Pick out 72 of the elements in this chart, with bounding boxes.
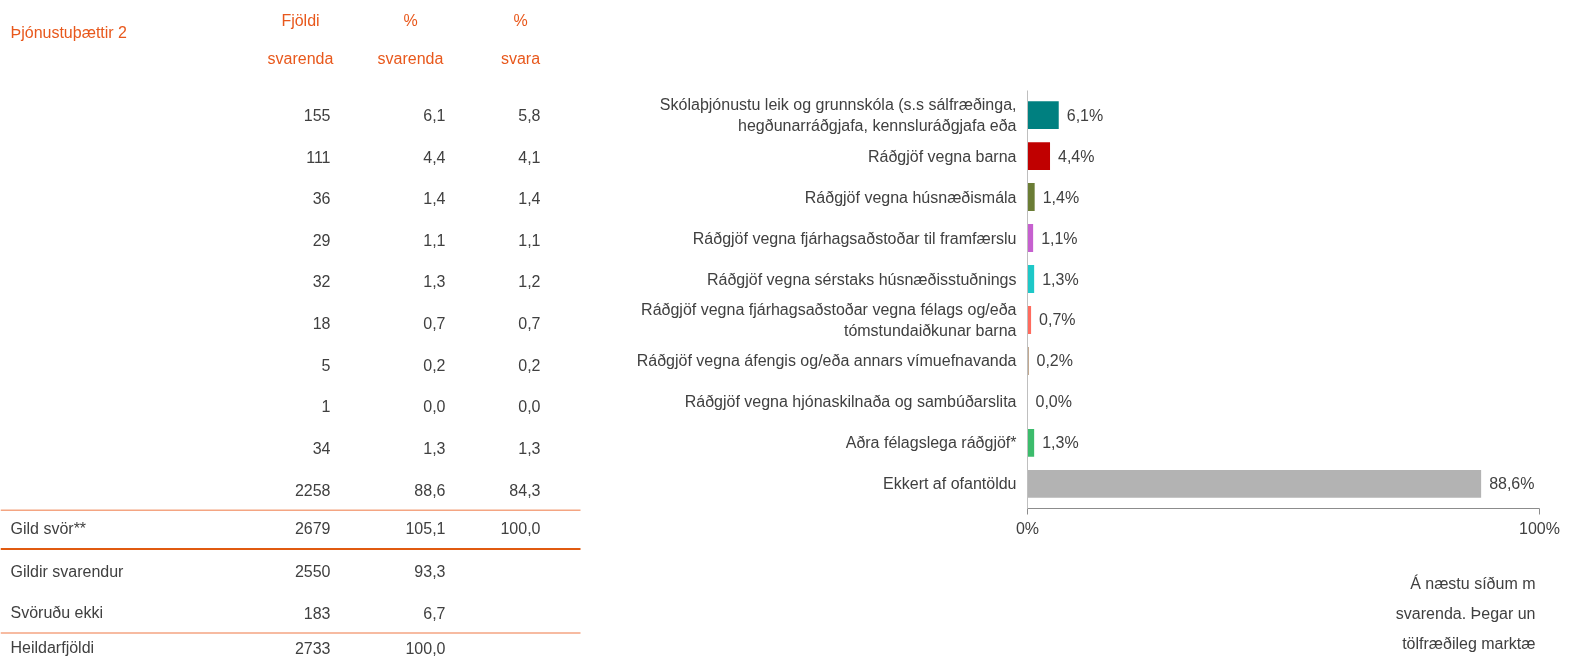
text: 0,2: [518, 356, 541, 374]
text: 0,7: [423, 315, 446, 333]
text: 6,7: [423, 604, 446, 622]
text: 2550: [294, 563, 331, 581]
text: Svöruðu ekki: [10, 604, 103, 622]
text: 111: [306, 148, 331, 166]
text: Fjöldi svarenda: [267, 11, 334, 67]
text: tölfræðileg marktæ: [1402, 635, 1536, 652]
text: 2258: [294, 481, 331, 499]
y-tick-label: Skólaþjónustu leik og grunnskóla (s.s sálfræðinga, hegðunarráðgjafa, kennsluráðgjafa eða: [659, 96, 1017, 134]
text: 100,0: [405, 639, 446, 657]
text: 105,1: [405, 520, 446, 538]
text: 34: [312, 439, 331, 457]
text: svarenda. Þegar un: [1395, 605, 1536, 622]
text: 4,1: [518, 148, 541, 166]
y-tick-label: Ekkert af ofantöldu: [883, 475, 1017, 493]
text: 2679: [294, 520, 331, 538]
text: 88,6: [414, 481, 446, 499]
text: Á næstu síðum m: [1410, 574, 1536, 592]
data-label: 1,3%: [1042, 434, 1079, 452]
y-tick-label: Ráðgjöf vegna áfengis og/eða annars vímuefnavanda: [636, 352, 1017, 370]
data-label: 0,7%: [1039, 311, 1076, 329]
text: % svara: [500, 11, 541, 67]
text: 0,0: [518, 398, 541, 416]
y-tick-label: Ráðgjöf vegna fjárhagsaðstoðar vegna félags og/eða tómstundaiðkunar barna: [641, 301, 1017, 339]
x-tick-label: 100%: [1519, 519, 1560, 537]
text: Þjónustuþættir 2: [10, 23, 128, 41]
text: 0,2: [423, 356, 446, 374]
text: 18: [312, 315, 331, 333]
data-label: 1,3%: [1042, 270, 1079, 288]
text: 1: [321, 398, 331, 416]
text: 183: [303, 604, 331, 622]
x-tick-label: 0%: [1015, 519, 1040, 537]
y-tick-label: Ráðgjöf vegna barna: [867, 147, 1017, 165]
text: 2733: [294, 639, 331, 657]
text: 5: [321, 356, 331, 374]
text: 155: [303, 106, 331, 124]
text: 0,7: [518, 315, 541, 333]
data-label: 0,0%: [1035, 393, 1072, 411]
y-tick-label: Ráðgjöf vegna fjárhagsaðstoðar til framfærslu: [692, 229, 1017, 247]
data-label: 1,1%: [1041, 229, 1078, 247]
data-label: 0,2%: [1036, 352, 1073, 370]
text: % svarenda: [377, 11, 444, 67]
text: 5,8: [518, 106, 541, 124]
text: 93,3: [414, 563, 446, 581]
data-label: 88,6%: [1489, 475, 1535, 493]
text: 29: [312, 231, 331, 249]
y-tick-label: Aðra félagslega ráðgjöf*: [845, 434, 1017, 452]
text: Gildir svarendur: [10, 562, 125, 580]
y-tick-label: Ráðgjöf vegna húsnæðismála: [804, 188, 1017, 206]
data-label: 4,4%: [1058, 147, 1095, 165]
text: 4,4: [423, 148, 446, 166]
text: 1,3: [518, 439, 541, 457]
text: 36: [312, 190, 331, 208]
y-tick-label: Ráðgjöf vegna sérstaks húsnæðisstuðnings: [706, 270, 1017, 288]
text: 1,1: [423, 231, 446, 249]
data-label: 1,4%: [1042, 188, 1080, 206]
text: 84,3: [509, 481, 541, 499]
y-tick-label: Ráðgjöf vegna hjónaskilnaða og sambúðarslita: [684, 393, 1017, 411]
text: 0,0: [423, 398, 446, 416]
text: 32: [312, 273, 331, 291]
text: 100,0: [500, 520, 541, 538]
text: 1,4: [518, 190, 541, 208]
text: 1,4: [423, 190, 446, 208]
text: Heildarfjöldi: [10, 639, 95, 657]
text: 1,3: [423, 439, 446, 457]
text: 6,1: [423, 106, 446, 124]
text: 1,1: [518, 231, 541, 249]
text: 1,2: [518, 273, 541, 291]
data-label: 6,1%: [1066, 106, 1104, 124]
text: 1,3: [423, 273, 446, 291]
text: Gild svör**: [10, 519, 87, 537]
